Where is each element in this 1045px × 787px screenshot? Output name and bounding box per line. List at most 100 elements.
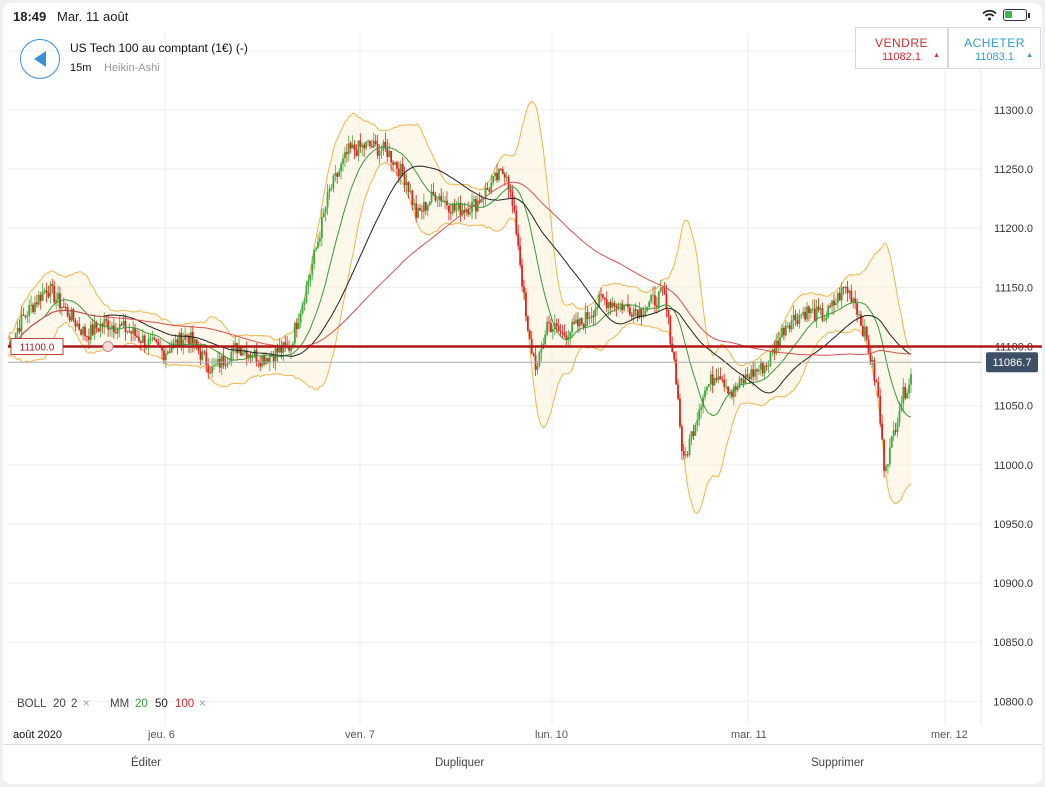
candle-body — [655, 305, 658, 307]
candle-body — [690, 431, 693, 439]
candle-body — [309, 274, 312, 282]
candle-body — [353, 144, 356, 151]
candle-body — [334, 173, 337, 176]
candle-body — [84, 326, 86, 337]
candle-body — [615, 306, 618, 308]
candle-body — [551, 329, 554, 332]
candle-body — [611, 302, 614, 308]
chart-type-selector[interactable]: Heikin-Ashi — [104, 62, 160, 74]
candle-body — [132, 328, 135, 334]
mm-remove-icon[interactable]: × — [199, 698, 206, 710]
candle-body — [836, 293, 839, 303]
candle-body — [421, 210, 423, 212]
candle-body — [873, 360, 876, 382]
candle-body — [409, 190, 412, 192]
candle-body — [39, 294, 42, 301]
candle-body — [865, 326, 868, 340]
timeframe-selector[interactable]: 15m — [70, 62, 92, 74]
candle-body — [800, 314, 803, 316]
candle-body — [344, 152, 346, 159]
candle-body — [650, 295, 652, 302]
buy-price: 11083.1 — [975, 51, 1014, 63]
candle-body — [136, 335, 138, 338]
candle-body — [130, 331, 133, 334]
boll-remove-icon[interactable]: × — [83, 698, 90, 710]
wifi-icon — [982, 9, 997, 21]
candle-body — [376, 144, 379, 156]
candle-body — [573, 321, 575, 324]
candle-body — [854, 298, 857, 304]
current-price-label: 11086.7 — [993, 357, 1032, 369]
delete-button[interactable]: Supprimer — [811, 757, 865, 769]
candle-body — [340, 163, 342, 172]
mm-label[interactable]: MM — [110, 698, 130, 710]
boll-period: 20 — [53, 698, 66, 710]
candle-body — [234, 343, 237, 346]
candle-body — [149, 338, 152, 340]
candle-body — [403, 174, 406, 186]
candle-body — [307, 281, 310, 286]
candle-body — [632, 309, 635, 317]
candle-body — [808, 306, 810, 314]
candle-body — [829, 305, 832, 307]
candle-body — [261, 355, 264, 367]
candle-body — [114, 332, 117, 334]
candle-body — [426, 205, 429, 211]
candle-body — [313, 249, 316, 264]
candle-body — [178, 332, 181, 346]
buy-button[interactable]: ACHETER 11083.1 ▲ — [948, 27, 1041, 69]
candle-body — [41, 291, 44, 301]
candle-body — [636, 310, 639, 319]
candle-body — [432, 191, 435, 195]
candle-body — [430, 191, 433, 202]
candle-body — [860, 314, 862, 326]
candle-body — [819, 308, 822, 310]
candle-body — [644, 310, 647, 316]
price-chart[interactable]: 11350.011300.011250.011200.011150.011100… — [3, 3, 1042, 744]
candle-body — [161, 347, 163, 351]
candle-body — [494, 172, 497, 177]
candle-body — [397, 168, 400, 177]
candle-body — [66, 307, 69, 317]
candle-body — [284, 342, 287, 345]
candle-body — [272, 355, 275, 362]
candle-body — [490, 182, 493, 192]
candle-body — [682, 450, 685, 456]
candle-body — [370, 145, 373, 148]
up-triangle-icon: ▲ — [933, 52, 940, 59]
candle-body — [126, 331, 129, 333]
candle-body — [640, 308, 643, 317]
candle-body — [365, 141, 368, 149]
candle-body — [319, 238, 321, 242]
candle-body — [863, 326, 866, 337]
candle-body — [763, 365, 766, 374]
current-price-tag — [986, 352, 1038, 373]
y-tick-label: 11150.0 — [995, 282, 1033, 294]
back-button[interactable] — [20, 39, 60, 79]
candle-body — [806, 306, 808, 320]
candle-body — [405, 182, 408, 186]
candle-body — [124, 320, 127, 333]
candle-body — [434, 194, 437, 201]
candle-body — [844, 286, 847, 288]
candle-body — [727, 386, 729, 394]
y-tick-label: 11000.0 — [994, 460, 1033, 472]
duplicate-button[interactable]: Dupliquer — [435, 757, 485, 769]
edit-button[interactable]: Éditer — [131, 757, 162, 769]
candle-body — [34, 302, 36, 312]
boll-label[interactable]: BOLL — [17, 698, 47, 710]
candle-body — [118, 324, 121, 329]
candle-body — [486, 187, 489, 190]
candle-body — [49, 284, 52, 297]
candle-body — [61, 306, 63, 309]
candle-body — [594, 309, 597, 317]
candle-body — [211, 366, 213, 373]
candle-body — [671, 344, 674, 352]
candle-body — [879, 396, 882, 424]
candle-body — [451, 203, 454, 214]
sell-button[interactable]: VENDRE 11082.1 ▲ — [855, 27, 948, 69]
candle-body — [582, 323, 585, 328]
candle-body — [815, 306, 818, 321]
candle-body — [757, 369, 760, 372]
candle-body — [679, 398, 681, 427]
